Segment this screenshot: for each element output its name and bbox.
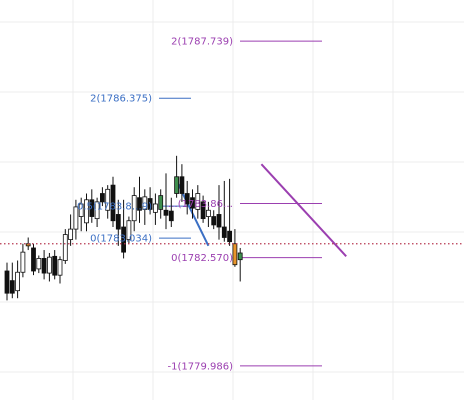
fibonacci-labels: 2(1786.375) 0.5(1783.8…9) 0(1783.034) 2(178… bbox=[77, 37, 233, 373]
candle-body bbox=[4, 270, 10, 294]
candle-body bbox=[200, 201, 206, 220]
candle-body bbox=[179, 176, 185, 194]
candle-body bbox=[227, 230, 233, 243]
fib-blue-level-label: 0(1783.034) bbox=[90, 234, 152, 245]
fib-purple-level-label: -1(1779.986) bbox=[168, 361, 234, 372]
candle-body bbox=[36, 258, 42, 270]
candle-body bbox=[237, 252, 243, 261]
candle-body bbox=[89, 199, 95, 217]
candle-body bbox=[121, 226, 126, 253]
candle-body bbox=[163, 209, 169, 216]
candle-body bbox=[68, 228, 73, 240]
candle-body bbox=[94, 201, 100, 220]
candle-body bbox=[62, 234, 68, 261]
fib-blue-level-label: 2(1786.375) bbox=[90, 94, 152, 105]
candle-body bbox=[110, 184, 116, 222]
candle-body bbox=[158, 195, 164, 210]
candle-body bbox=[31, 247, 36, 272]
candle-body bbox=[9, 280, 15, 294]
fib-blue-level-label: 0.5(1783.8…9) bbox=[77, 202, 152, 213]
candle-body bbox=[205, 209, 211, 217]
candle-body bbox=[47, 256, 52, 274]
candles bbox=[4, 155, 243, 301]
candle-body bbox=[168, 210, 174, 222]
candle-body bbox=[195, 193, 201, 210]
candle-body bbox=[78, 203, 84, 217]
candle-body bbox=[73, 206, 79, 230]
candle-body bbox=[105, 188, 111, 211]
candle-body bbox=[147, 198, 153, 210]
fib-purple-level-label: 2(1787.739) bbox=[171, 37, 233, 48]
candle-body bbox=[84, 199, 89, 224]
fib-purple-trend-line bbox=[260, 163, 347, 258]
candle-body bbox=[115, 214, 121, 230]
candle-body bbox=[15, 271, 21, 292]
candle-body bbox=[216, 214, 222, 228]
candle-body bbox=[221, 226, 227, 238]
candle-body bbox=[142, 196, 148, 210]
candle-body bbox=[174, 176, 180, 194]
candle-body bbox=[184, 193, 190, 205]
candle-body bbox=[52, 255, 58, 276]
candle-body bbox=[211, 216, 217, 226]
candle-body bbox=[126, 220, 132, 240]
fib-purple-level-label: 0(1782.570) bbox=[171, 253, 233, 264]
candle-body bbox=[100, 193, 105, 203]
candle-body bbox=[131, 195, 137, 222]
candle-body bbox=[41, 258, 47, 274]
candle-body bbox=[57, 259, 63, 276]
fib-purple-level-label: …(1783.86… bbox=[168, 199, 233, 210]
candle-body bbox=[20, 251, 26, 273]
candle-body bbox=[152, 203, 158, 213]
candle-body bbox=[190, 197, 195, 209]
candle-body bbox=[232, 243, 238, 266]
candle-body bbox=[137, 197, 142, 211]
